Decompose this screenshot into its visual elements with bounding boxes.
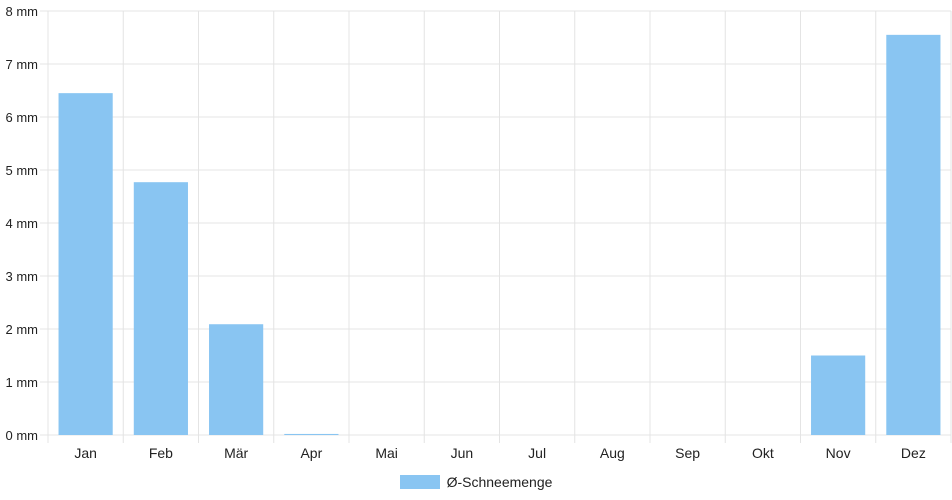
x-tick-label: Dez xyxy=(901,445,926,461)
legend[interactable]: Ø-Schneemenge xyxy=(0,472,952,492)
y-tick-label: 4 mm xyxy=(6,216,39,231)
y-tick-label: 8 mm xyxy=(6,4,39,19)
y-tick-label: 3 mm xyxy=(6,269,39,284)
bar[interactable] xyxy=(58,93,113,436)
grid-lines xyxy=(40,10,952,443)
bar[interactable] xyxy=(133,182,188,435)
y-tick-label: 1 mm xyxy=(6,375,39,390)
x-tick-label: Okt xyxy=(752,445,774,461)
x-tick-label: Aug xyxy=(600,445,625,461)
legend-label: Ø-Schneemenge xyxy=(446,474,553,490)
y-tick-label: 5 mm xyxy=(6,163,39,178)
y-axis-ticks: 0 mm 1 mm 2 mm 3 mm 4 mm 5 mm 6 mm 7 mm 8 mm xyxy=(6,4,39,443)
x-tick-label: Feb xyxy=(149,445,173,461)
y-tick-label: 7 mm xyxy=(6,57,39,72)
y-tick-label: 2 mm xyxy=(6,322,39,337)
x-tick-label: Mär xyxy=(224,445,248,461)
x-tick-label: Apr xyxy=(300,445,322,461)
bar[interactable] xyxy=(209,324,264,435)
x-tick-label: Jul xyxy=(528,445,546,461)
x-tick-label: Nov xyxy=(826,445,851,461)
y-tick-label: 0 mm xyxy=(6,428,39,443)
x-tick-label: Jun xyxy=(451,445,474,461)
y-tick-label: 6 mm xyxy=(6,110,39,125)
bar[interactable] xyxy=(811,355,866,436)
x-axis-ticks: Jan Feb Mär Apr Mai Jun Jul Aug Sep Okt Nov Dez xyxy=(74,445,925,461)
bar-series xyxy=(58,34,941,436)
legend-swatch xyxy=(399,475,440,489)
x-tick-label: Sep xyxy=(675,445,700,461)
bar[interactable] xyxy=(284,433,339,435)
bar[interactable] xyxy=(886,34,941,435)
x-tick-label: Mai xyxy=(375,445,398,461)
x-tick-label: Jan xyxy=(74,445,97,461)
